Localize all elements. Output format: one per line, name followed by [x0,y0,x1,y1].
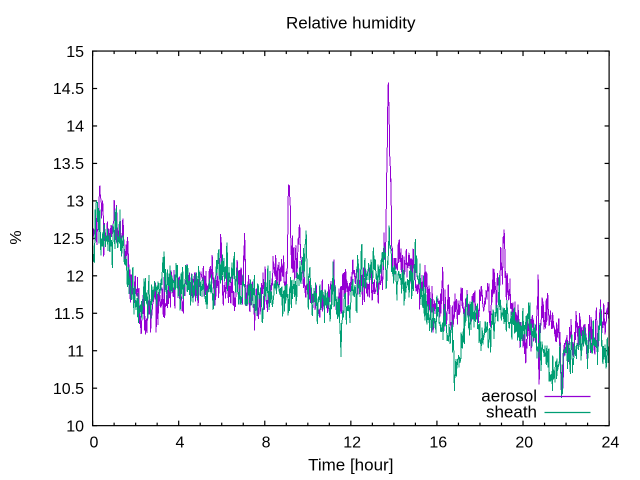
svg-text:16: 16 [429,434,447,451]
svg-text:15: 15 [66,44,84,61]
svg-text:12: 12 [343,434,361,451]
svg-text:%: % [8,230,25,244]
svg-text:8: 8 [262,434,271,451]
svg-text:14.5: 14.5 [53,81,84,98]
svg-text:11.5: 11.5 [54,306,84,323]
svg-text:24: 24 [602,434,620,451]
svg-text:10: 10 [66,418,84,435]
svg-text:13: 13 [66,194,84,211]
svg-text:10.5: 10.5 [53,381,84,398]
svg-text:13.5: 13.5 [53,156,84,173]
svg-text:aerosol: aerosol [481,386,537,405]
svg-text:Time [hour]: Time [hour] [308,455,393,474]
svg-text:11: 11 [67,343,84,360]
svg-text:14: 14 [66,119,84,136]
svg-text:sheath: sheath [486,402,537,421]
svg-text:12.5: 12.5 [53,231,84,248]
svg-text:Relative humidity: Relative humidity [286,14,416,33]
svg-text:20: 20 [515,434,533,451]
svg-text:4: 4 [176,434,185,451]
svg-text:12: 12 [66,269,84,286]
svg-text:0: 0 [89,434,98,451]
